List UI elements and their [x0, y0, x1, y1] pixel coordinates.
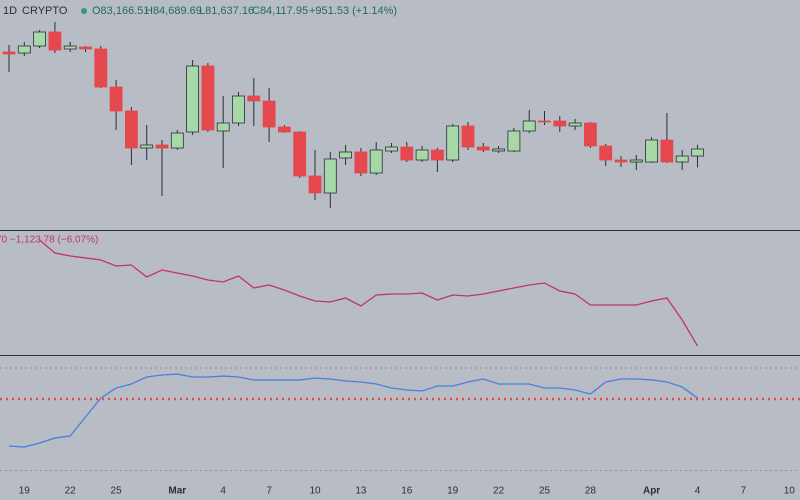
- candle-body: [599, 145, 613, 161]
- candle-body: [186, 65, 200, 133]
- x-tick-label: 10: [784, 486, 796, 497]
- candle-body: [293, 131, 307, 177]
- header-item: L81,637.16: [199, 5, 254, 17]
- candle-body: [125, 110, 138, 149]
- candle-body: [339, 151, 353, 159]
- candle-body: [79, 46, 92, 50]
- x-tick-label: 19: [447, 486, 459, 497]
- header-item: C84,117.95: [252, 5, 308, 17]
- candle-body: [691, 148, 704, 157]
- x-tick-label: 7: [266, 486, 272, 497]
- candle-body: [568, 122, 582, 127]
- candle-body: [109, 86, 123, 112]
- candle-body: [155, 144, 169, 149]
- x-tick-label: 28: [585, 486, 597, 497]
- candle-body: [629, 159, 643, 163]
- candle-body: [385, 146, 398, 152]
- candle-body: [277, 126, 291, 133]
- status-dot: [81, 8, 87, 14]
- candle-body: [216, 122, 230, 132]
- candle-body: [660, 139, 674, 163]
- candle-body: [2, 51, 16, 55]
- candle-body: [538, 120, 551, 123]
- indicator-line: [8, 373, 698, 448]
- header-item: H84,689.69: [145, 5, 202, 17]
- header-item: +951.53 (+1.14%): [309, 5, 397, 17]
- x-tick-label: 4: [220, 486, 226, 497]
- x-tick-label: 10: [309, 486, 321, 497]
- candle-body: [476, 146, 490, 151]
- candle-body: [492, 148, 506, 152]
- x-tick-label: 25: [539, 486, 551, 497]
- x-tick-label: Mar: [168, 486, 186, 497]
- candle-body: [262, 100, 276, 128]
- candle-body: [446, 125, 460, 161]
- candle-body: [201, 65, 215, 131]
- header-item: CRYPTO: [22, 5, 68, 17]
- candle-body: [354, 151, 368, 174]
- candle-body: [63, 45, 77, 50]
- indicator-label: 70 −1,123.78 (−6.07%): [0, 235, 98, 246]
- header-item: O83,166.51: [92, 5, 150, 17]
- x-tick-label: 4: [695, 486, 701, 497]
- candle-body: [507, 130, 521, 152]
- candle-body: [430, 149, 444, 161]
- candle-body: [94, 48, 108, 88]
- x-tick-label: 25: [111, 486, 123, 497]
- candle-body: [645, 139, 658, 163]
- candle-body: [247, 95, 261, 102]
- candle-body: [170, 132, 184, 149]
- candle-body: [400, 146, 414, 161]
- candle-body: [308, 175, 322, 194]
- x-tick-label: 22: [65, 486, 77, 497]
- indicator-line: [39, 239, 699, 347]
- candle-body: [415, 149, 429, 161]
- candle-body: [553, 120, 567, 127]
- candle-body: [675, 155, 689, 163]
- candle-body: [140, 144, 154, 149]
- x-tick-label: 13: [355, 486, 367, 497]
- candle-body: [461, 125, 475, 148]
- candle-body: [522, 120, 536, 132]
- candle-body: [369, 149, 383, 174]
- candle-body: [33, 31, 46, 47]
- x-tick-label: 19: [19, 486, 31, 497]
- candle-body: [584, 122, 597, 147]
- candle-body: [232, 95, 245, 124]
- x-tick-label: 22: [493, 486, 505, 497]
- x-tick-label: 7: [741, 486, 747, 497]
- candle-body: [614, 159, 628, 163]
- candle-body: [323, 158, 337, 194]
- header-item: 1D: [3, 5, 17, 17]
- x-tick-label: Apr: [643, 486, 660, 497]
- candle-body: [17, 45, 31, 54]
- candle-body: [48, 31, 62, 51]
- x-tick-label: 16: [401, 486, 413, 497]
